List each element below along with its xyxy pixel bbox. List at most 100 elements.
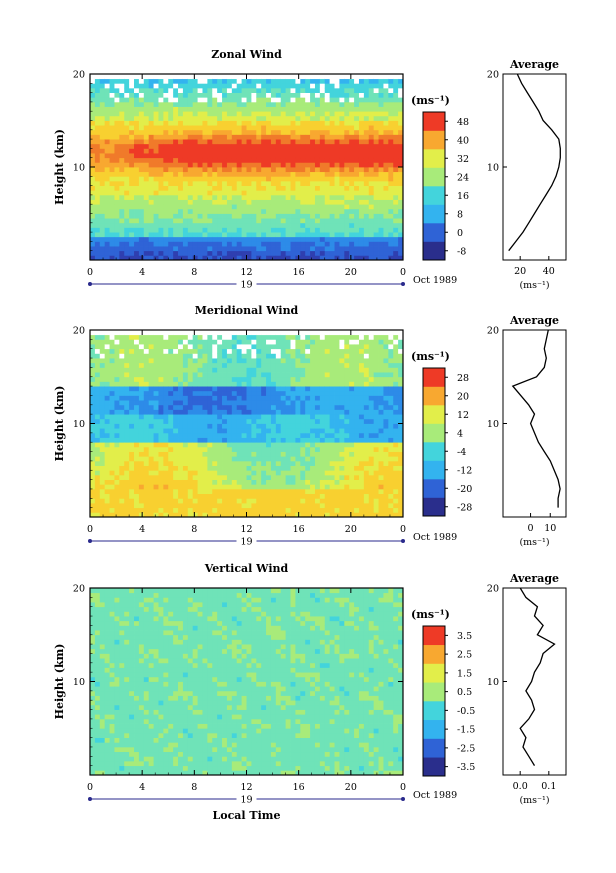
heatmap-cell [217,134,223,140]
heatmap-cell [173,362,179,368]
heatmap-cell [349,460,355,466]
heatmap-cell [241,386,247,392]
heatmap-cell [197,414,203,420]
heatmap-cell [187,222,194,228]
heatmap-cell [349,78,355,84]
heatmap-cell [104,437,110,443]
heatmap-cell [217,395,223,401]
heatmap-cell [192,83,198,89]
heatmap-cell [295,456,301,462]
heatmap-cell [358,423,365,429]
heatmap-cell [217,502,223,509]
heatmap-cell [217,213,223,219]
heatmap-cell [153,460,159,466]
heatmap-cell [256,111,262,117]
profile-line [508,73,561,252]
heatmap-cell [358,451,365,457]
heatmap-cell [295,143,301,149]
heatmap-cell [192,125,198,131]
heatmap-cell [173,222,179,228]
heatmap-cell [158,372,164,378]
heatmap-cell [148,400,154,406]
heatmap-cell [300,502,306,509]
heatmap-cell [261,111,267,117]
heatmap-cell [129,97,135,103]
heatmap-cell [158,404,164,410]
heatmap-cell [138,381,145,387]
heatmap-cell [182,474,189,481]
heatmap-cell [212,111,218,117]
heatmap-cell [94,120,101,126]
heatmap-cell [290,353,296,359]
heatmap-cell [305,479,311,485]
heatmap-cell [143,330,150,336]
heatmap-cell [324,502,331,509]
heatmap-cell [339,199,345,205]
heatmap-cell [197,372,203,378]
heatmap-cell [236,479,243,485]
heatmap-cell [266,87,272,93]
heatmap-cell [324,353,331,359]
heatmap-cell [280,255,287,261]
heatmap-cell [324,83,331,89]
heatmap-cell [290,162,296,168]
heatmap-cell [202,111,208,117]
heatmap-cell [217,250,223,256]
heatmap-cell [300,474,306,481]
heatmap-cell [212,134,218,140]
heatmap-cell [241,437,247,443]
heatmap-cell [241,129,247,135]
heatmap-cell [202,185,208,191]
heatmap-cell [187,190,194,196]
heatmap-cell [187,218,194,224]
heatmap-cell [158,437,164,443]
heatmap-cell [398,153,404,159]
heatmap-cell [295,157,301,163]
heatmap-cell [99,78,106,84]
heatmap-cell [109,390,115,396]
heatmap-cell [236,390,243,396]
heatmap-cell [217,208,223,214]
heatmap-cell [373,83,379,89]
heatmap-cell [173,381,179,387]
heatmap-cell [182,493,189,499]
heatmap-cell [363,97,370,103]
heatmap-cell [94,381,101,387]
heatmap-cell [94,409,101,415]
heatmap-cell [275,180,282,186]
heatmap-cell [344,362,350,368]
heatmap-cell [300,167,306,173]
heatmap-cell [202,97,208,103]
heatmap-cell [109,87,115,93]
heatmap-cell [90,78,96,84]
heatmap-cell [202,232,208,238]
heatmap-cell [310,334,316,340]
heatmap-cell [246,390,252,396]
heatmap-cell [305,92,311,98]
heatmap-cell [344,428,350,434]
heatmap-cell [158,153,164,159]
heatmap-cell [280,194,287,200]
heatmap-cell [153,139,159,145]
heatmap-cell [319,101,326,107]
heatmap-cell [104,111,110,117]
heatmap-cell [143,474,150,481]
heatmap-cell [90,418,96,424]
heatmap-cell [329,400,335,406]
heatmap-cell [310,97,316,103]
heatmap-cell [354,353,360,359]
heatmap-cell [187,423,194,429]
heatmap-cell [373,92,379,98]
heatmap-cell [300,111,306,117]
heatmap-cell [163,470,169,476]
heatmap-cell [334,372,340,378]
heatmap-cell [251,339,257,345]
heatmap-cell [217,358,223,364]
heatmap-cell [178,414,184,420]
heatmap-cell [134,153,140,159]
heatmap-cell [168,376,174,382]
heatmap-cell [290,334,296,340]
heatmap-cell [300,185,306,191]
heatmap-cell [310,236,316,242]
heatmap-cell [398,83,404,89]
